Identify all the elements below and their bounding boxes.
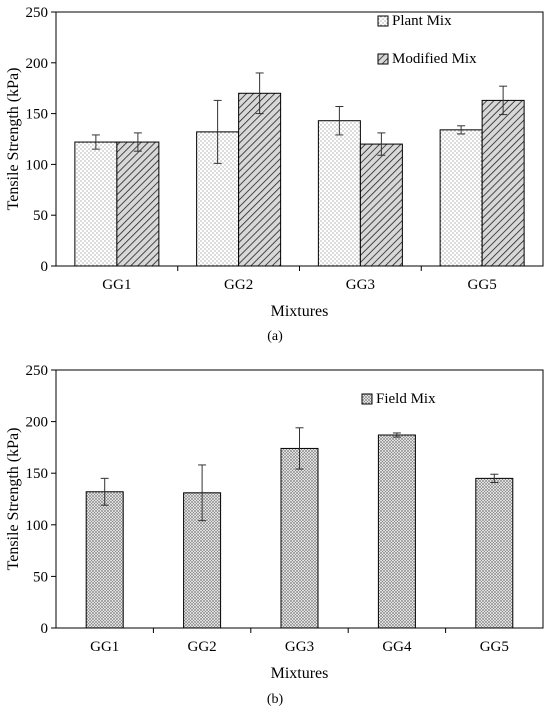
chart-a-bar bbox=[317, 120, 361, 267]
chart-a-legend-swatch bbox=[377, 15, 389, 27]
chart-a-ytick-label: 200 bbox=[26, 56, 49, 72]
chart-b-legend-label: Field Mix bbox=[376, 391, 436, 407]
chart-b-xlabel: Mixtures bbox=[271, 665, 329, 682]
chart-b-bar bbox=[85, 491, 124, 629]
chart-b-ylabel: Tensile Strength (kPa) bbox=[5, 428, 22, 571]
chart-b-ytick-label: 150 bbox=[26, 466, 49, 482]
chart-b-svg: 0 50 100 150 200 250 Tensile Strength (kPa) GG1… bbox=[5, 363, 544, 682]
chart-a-ytick-label: 100 bbox=[26, 157, 49, 173]
chart-b-xtick-label: GG4 bbox=[382, 639, 412, 655]
chart-b-ytick-label: 50 bbox=[33, 569, 48, 585]
chart-b-caption: (b) bbox=[266, 692, 284, 707]
chart-b-bar bbox=[475, 477, 514, 629]
chart-a-caption: (a) bbox=[267, 329, 283, 344]
chart-a-ytick-label: 250 bbox=[26, 5, 49, 21]
chart-a-ytick-label: 50 bbox=[33, 208, 48, 224]
chart-a-xtick-label: GG5 bbox=[468, 277, 497, 293]
chart-b-ytick-label: 100 bbox=[26, 518, 49, 534]
chart-a-xtick-label: GG3 bbox=[346, 277, 375, 293]
chart-a-xlabel: Mixtures bbox=[271, 303, 329, 320]
chart-a-ylabel: Tensile Strength (kPa) bbox=[5, 68, 22, 211]
chart-b-legend-swatch bbox=[361, 393, 373, 405]
chart-b-ytick-label: 250 bbox=[26, 363, 49, 379]
chart-a-bar bbox=[116, 141, 160, 267]
chart-b-ytick-label: 200 bbox=[26, 415, 49, 431]
chart-a-ytick-label: 0 bbox=[41, 259, 49, 275]
chart-a-legend-label: Plant Mix bbox=[392, 13, 452, 29]
chart-b-ytick-label: 0 bbox=[41, 621, 49, 637]
chart-b: 0 50 100 150 200 250 Tensile Strength (kPa) GG1… bbox=[0, 358, 550, 716]
chart-b-xtick-label: GG5 bbox=[480, 639, 509, 655]
chart-a-legend-label: Modified Mix bbox=[392, 51, 477, 67]
chart-a: 0 50 100 150 200 250 Tensile Strength (kPa) GG1… bbox=[0, 0, 550, 352]
chart-a-bar bbox=[439, 129, 483, 267]
chart-b-xtick-label: GG2 bbox=[188, 639, 217, 655]
chart-a-bar bbox=[238, 92, 282, 267]
chart-b-bar bbox=[377, 434, 416, 629]
chart-b-bar bbox=[280, 447, 319, 629]
chart-a-bar bbox=[481, 99, 525, 267]
chart-a-legend-swatch bbox=[377, 53, 389, 65]
chart-a-ytick-label: 150 bbox=[26, 107, 49, 123]
chart-a-svg: 0 50 100 150 200 250 Tensile Strength (kPa) GG1… bbox=[5, 5, 544, 320]
chart-a-xtick-label: GG1 bbox=[102, 277, 131, 293]
chart-b-xtick-label: GG1 bbox=[90, 639, 119, 655]
chart-a-bar bbox=[74, 141, 118, 267]
chart-b-xtick-label: GG3 bbox=[285, 639, 314, 655]
chart-a-xtick-label: GG2 bbox=[224, 277, 253, 293]
chart-a-bar bbox=[359, 143, 403, 267]
